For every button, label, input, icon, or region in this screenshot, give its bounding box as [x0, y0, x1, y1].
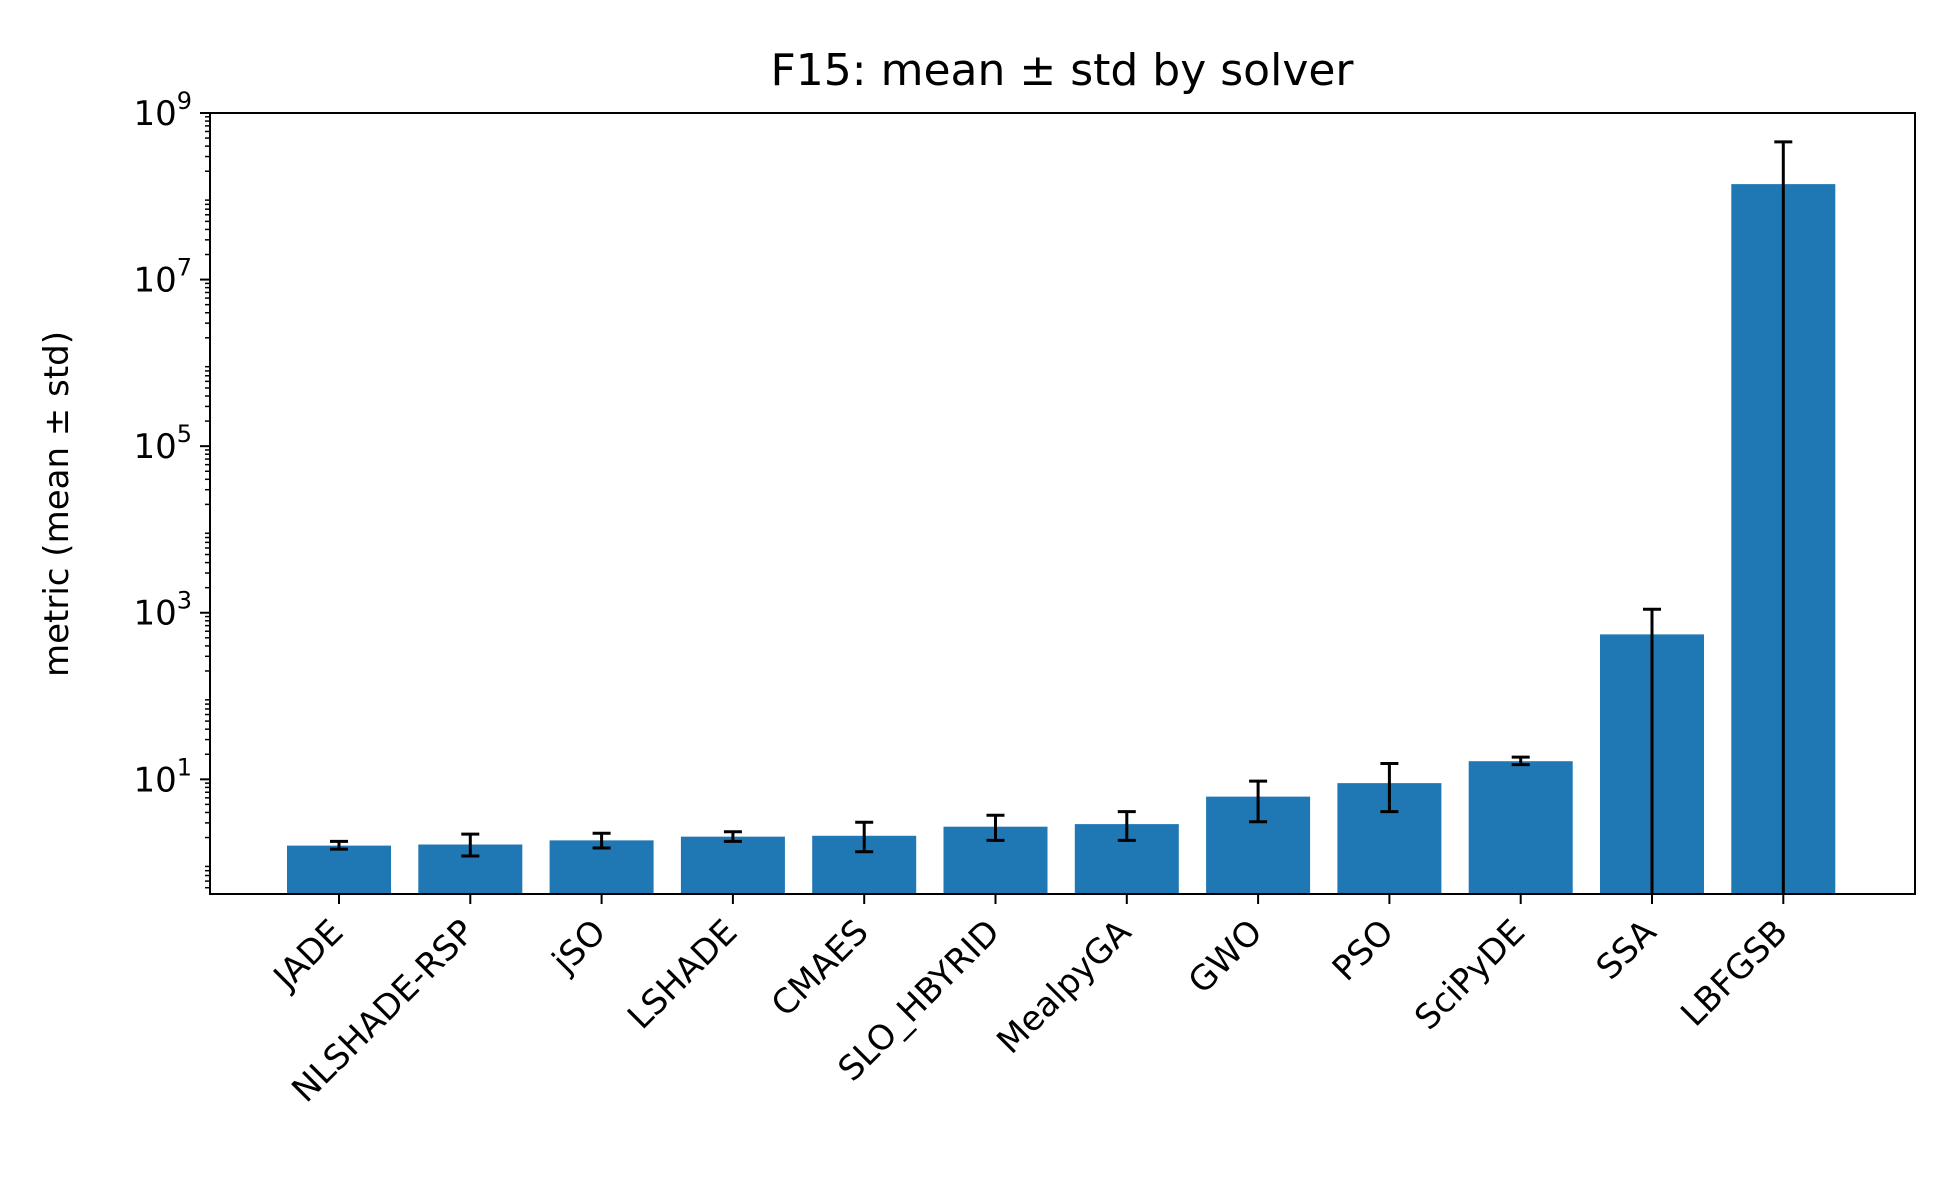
- y-axis-label: metric (mean ± std): [37, 331, 77, 677]
- error-bar-jso: [592, 831, 611, 850]
- bar-lshade: [680, 836, 785, 894]
- y-tick-label: 109: [133, 87, 192, 134]
- error-bar-slo-hbyrid: [986, 813, 1005, 842]
- y-tick-label: 105: [133, 420, 192, 467]
- y-tick-label: 107: [133, 254, 192, 301]
- plot-area-frame: [209, 112, 1916, 895]
- bar-scipyde: [1468, 761, 1573, 894]
- y-tick-label: 103: [133, 587, 192, 634]
- error-bar-mealpyga: [1117, 810, 1136, 842]
- error-bar-gwo: [1249, 779, 1268, 824]
- error-bar-ssa: [1643, 607, 1661, 894]
- bar-jade: [287, 845, 391, 894]
- y-tick-label: 101: [133, 753, 192, 800]
- error-bar-jade: [330, 839, 348, 851]
- error-bar-nlshade-rsp: [461, 832, 480, 858]
- bars-layer: [287, 184, 1836, 895]
- error-bar-cmaes: [855, 820, 874, 854]
- error-bar-scipyde: [1511, 755, 1530, 767]
- y-axis: 101 103 105 107 109: [133, 87, 210, 889]
- error-bar-lshade: [723, 830, 742, 843]
- chart-title: F15: mean ± std by solver: [770, 45, 1354, 96]
- error-bars-layer: [330, 140, 1793, 894]
- error-bar-pso: [1380, 761, 1399, 814]
- error-bar-lbfgsb: [1774, 140, 1793, 894]
